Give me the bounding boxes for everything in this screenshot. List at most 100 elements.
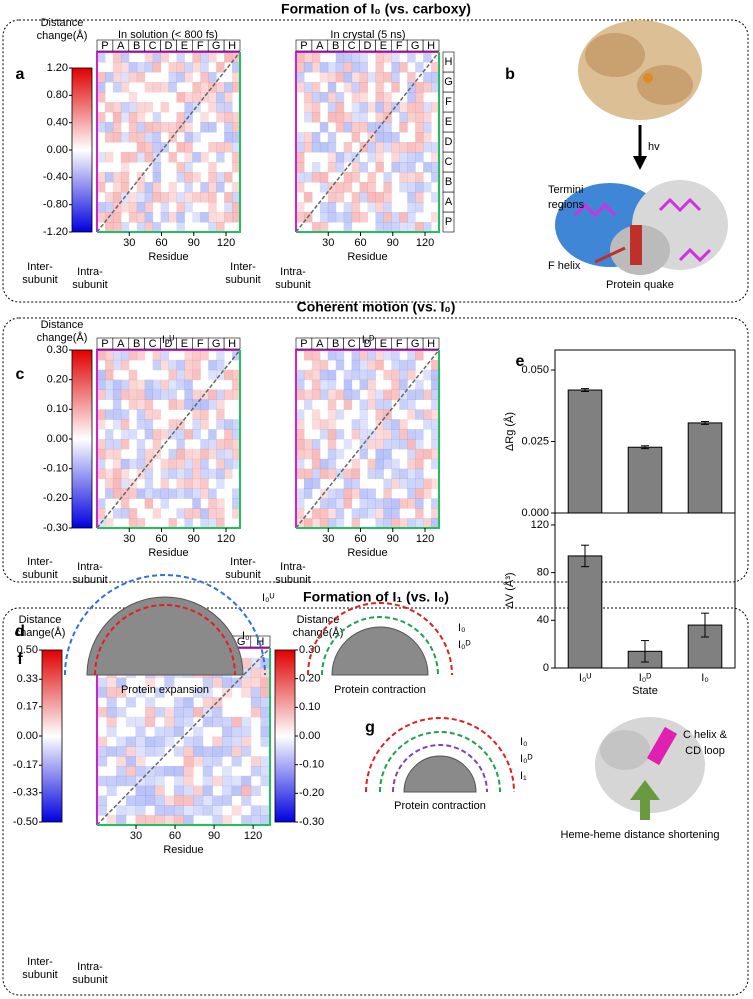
heatmap-cell [399,212,408,223]
heatmap-cell [359,72,368,83]
heatmap-cell [423,82,432,93]
heatmap-cell [383,142,392,153]
heatmap-cell [208,498,217,509]
heatmap-cell [391,518,400,529]
heatmap-cell [120,409,130,420]
heatmap-cell [296,212,305,223]
heatmap-cell [145,775,156,787]
heatmap-cell [335,389,345,400]
heatmap-cell [183,746,194,757]
heatmap-cell [407,478,416,489]
heatmap-cell [200,350,209,361]
heatmap-cell [224,122,233,133]
heatmap-cell [367,359,376,371]
heatmap-cell [232,458,241,470]
heatmap-cell [152,508,162,519]
heatmap-cell [216,172,225,183]
heatmap-cell [327,369,337,381]
x-tick-label: I₀ᴰ [639,672,652,684]
error-bar [701,612,709,638]
heatmap-cell [303,448,313,460]
heatmap-cell [97,409,106,420]
heatmap-cell [319,182,329,193]
colorbar-tick-label: -0.17 [13,759,38,771]
heatmap-cell [343,62,353,73]
heatmap-cell [104,102,114,113]
heatmap-cell [144,202,154,213]
heatmap-cell [160,102,169,113]
x-tick-label: 60 [354,533,366,545]
heatmap-cell [296,72,305,83]
heatmap-cell [144,488,154,499]
heatmap-cell [423,419,432,430]
heatmap-cell [104,350,114,361]
heatmap-cell [359,92,368,103]
heatmap-cell [168,468,177,480]
bar [567,389,603,514]
heatmap-cell [375,112,384,123]
heatmap-cell [241,687,252,698]
heatmap-cell [407,172,416,183]
heatmap-cell [183,707,194,718]
heatmap-cell [221,716,233,728]
heatmap-cell [319,429,329,440]
heatmap-cell [311,350,321,361]
heatmap-cell [104,192,114,203]
heatmap-cell [296,369,305,381]
heatmap-cell [303,389,313,400]
heatmap-cell [359,350,368,361]
heatmap-cell [120,162,130,173]
heatmap-cell [311,468,321,480]
heatmap-cell [208,222,217,233]
heatmap-cell [112,102,122,113]
heatmap-cell [367,468,376,480]
heatmap-cell [431,62,440,73]
heatmap-cell [97,707,108,718]
heatmap-cell [208,202,217,213]
heatmap-cell [97,72,106,83]
heatmap-cell [303,192,313,203]
helix-label: D [364,338,372,350]
heatmap-cell [184,478,193,489]
heatmap-cell [144,379,154,391]
heatmap-cell [152,112,162,123]
heatmap-cell [232,72,241,83]
heatmap-cell [145,716,156,728]
heatmap-cell [183,697,194,708]
heatmap-cell [319,92,329,103]
heatmap-cell [104,468,114,480]
heatmap-cell [200,182,209,193]
heatmap-cell [303,350,313,361]
heatmap-cell [224,419,233,430]
heatmap-cell [216,498,225,509]
heatmap-cell [415,142,424,153]
heatmap-cell [104,379,114,391]
heatmap-cell [202,805,213,816]
heatmap-cell [202,687,213,698]
y-tick-label: 80 [537,567,549,579]
heatmap-cell [97,369,106,381]
heatmap-cell [116,746,127,757]
panel-label: d [15,623,25,640]
heatmap-cell [343,498,353,509]
intra-border [296,52,440,233]
heatmap-cell [224,429,233,440]
heatmap-cell [208,468,217,480]
heatmap-cell [176,448,185,460]
heatmap-cell [250,815,261,826]
heatmap-cell [160,478,169,489]
heatmap-cell [423,369,432,381]
colorbar-tick-label: -0.10 [299,759,324,771]
heatmap-cell [120,350,130,361]
heatmap-cell [136,102,146,113]
heatmap-cell [399,162,408,173]
heatmap-cell [152,62,162,73]
heatmap-cell [232,439,241,450]
heatmap-cell [104,448,114,460]
heatmap-cell [232,182,241,193]
colorbar-tick-label: 0.40 [47,117,68,129]
heatmap-cell [144,419,154,430]
heatmap-cell [173,795,184,806]
y-tick-label: 0 [543,662,549,674]
inter-border [96,349,240,528]
